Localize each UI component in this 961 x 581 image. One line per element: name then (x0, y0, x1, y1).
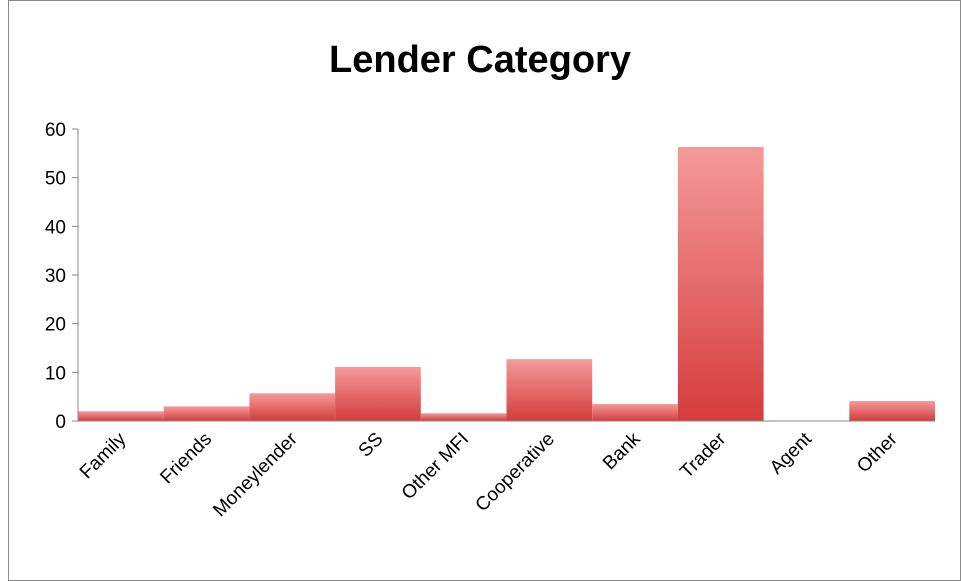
y-tick-label: 40 (45, 217, 66, 238)
bar (78, 411, 164, 421)
bar (506, 359, 593, 421)
chart-frame (8, 0, 961, 581)
bar (677, 147, 764, 422)
chart-title: Lender Category (329, 39, 631, 81)
bar (849, 401, 935, 421)
bar (420, 413, 507, 421)
y-tick-label: 30 (45, 266, 66, 287)
y-tick-label: 20 (45, 315, 66, 336)
bar (592, 403, 678, 421)
bar (335, 366, 421, 421)
y-tick-label: 50 (45, 169, 66, 190)
bar (249, 393, 336, 421)
y-tick-label: 60 (45, 120, 66, 141)
y-tick-label: 10 (45, 363, 66, 384)
y-tick-label: 0 (55, 412, 66, 433)
bar (163, 406, 250, 421)
